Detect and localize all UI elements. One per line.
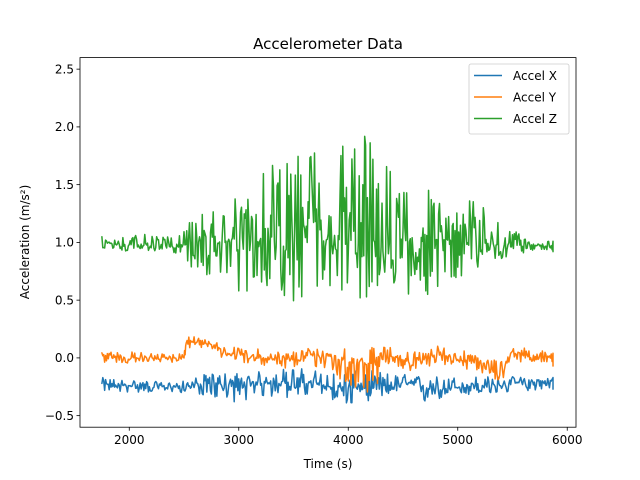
y-axis-label: Acceleration (m/s²) (18, 185, 32, 300)
x-tick-label: 4000 (333, 433, 364, 447)
series-line-accel-y (101, 336, 554, 393)
legend-box (468, 63, 570, 135)
y-tick-label: 2.5 (55, 62, 74, 76)
chart-title: Accelerometer Data (253, 35, 403, 53)
x-tick-label: 6000 (552, 433, 583, 447)
x-axis: 2000 3000 4000 5000 6000 (114, 427, 583, 447)
legend-label-accel-y: Accel Y (513, 90, 557, 104)
legend: Accel X Accel Y Accel Z (468, 63, 570, 135)
y-tick-label: 1.5 (55, 178, 74, 192)
y-tick-label: 0.0 (55, 351, 74, 365)
x-tick-label: 2000 (114, 433, 145, 447)
x-tick-label: 5000 (442, 433, 473, 447)
y-tick-label: 0.5 (55, 293, 74, 307)
series-line-accel-z (101, 135, 554, 302)
y-tick-label: 1.0 (55, 236, 74, 250)
series-line-accel-x (101, 368, 554, 404)
y-axis: −0.5 0.0 0.5 1.0 1.5 2.0 2.5 (45, 62, 80, 423)
legend-label-accel-x: Accel X (513, 69, 557, 83)
series-layer (101, 135, 554, 404)
legend-label-accel-z: Accel Z (513, 112, 557, 126)
y-tick-label: −0.5 (45, 409, 74, 423)
x-axis-label: Time (s) (303, 457, 353, 471)
y-tick-label: 2.0 (55, 120, 74, 134)
x-tick-label: 3000 (223, 433, 254, 447)
